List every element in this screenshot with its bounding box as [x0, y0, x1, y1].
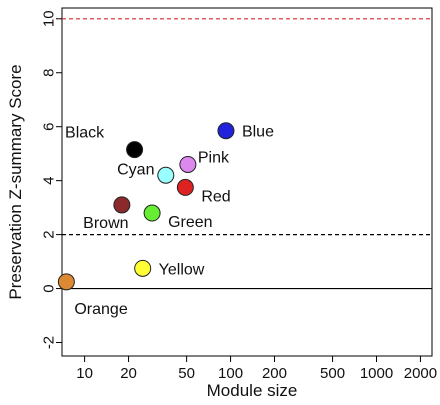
point-label: Red: [201, 188, 230, 205]
data-point: [176, 178, 194, 196]
y-tick-label: 4: [40, 176, 57, 184]
plot-frame: [61, 7, 433, 357]
data-point: [57, 273, 75, 291]
plot-border: [61, 7, 433, 357]
point-label: Pink: [198, 149, 230, 166]
x-tick-label: 10: [76, 365, 93, 382]
data-point: [179, 155, 197, 173]
x-tick-label: 500: [320, 365, 345, 382]
point-label: Brown: [83, 215, 128, 232]
data-point: [134, 259, 152, 277]
point-label: Cyan: [117, 161, 154, 178]
data-points: Black Blue Pink Cyan Red Brown Green Yellow Oran…: [57, 122, 274, 318]
data-point: [217, 122, 235, 140]
y-tick-label: 8: [40, 69, 57, 77]
y-axis: -2 0 2 4 6 8 10: [40, 10, 62, 349]
x-tick-label: 2000: [404, 365, 437, 382]
point-label: Black: [65, 125, 105, 142]
data-point: [157, 166, 175, 184]
x-tick-label: 50: [178, 365, 195, 382]
reference-lines: [62, 18, 432, 290]
x-axis-title: Module size: [207, 381, 298, 400]
point-label: Blue: [242, 124, 274, 141]
data-point: [126, 141, 144, 159]
y-tick-label: -2: [40, 336, 57, 349]
data-point: [143, 204, 161, 222]
y-axis-title: Preservation Z-summary Score: [6, 64, 25, 299]
y-tick-label: 0: [40, 284, 57, 292]
data-point: [113, 196, 131, 214]
x-tick-label: 100: [218, 365, 243, 382]
point-label: Green: [168, 214, 212, 231]
x-tick-label: 1000: [360, 365, 393, 382]
x-axis: 10 20 50 100 200 500 1000 2000: [76, 356, 437, 382]
x-tick-label: 200: [262, 365, 287, 382]
y-tick-label: 10: [40, 10, 57, 27]
point-label: Yellow: [159, 261, 205, 278]
y-tick-label: 6: [40, 123, 57, 131]
point-label: Orange: [74, 301, 127, 318]
x-tick-label: 20: [120, 365, 137, 382]
y-tick-label: 2: [40, 230, 57, 238]
